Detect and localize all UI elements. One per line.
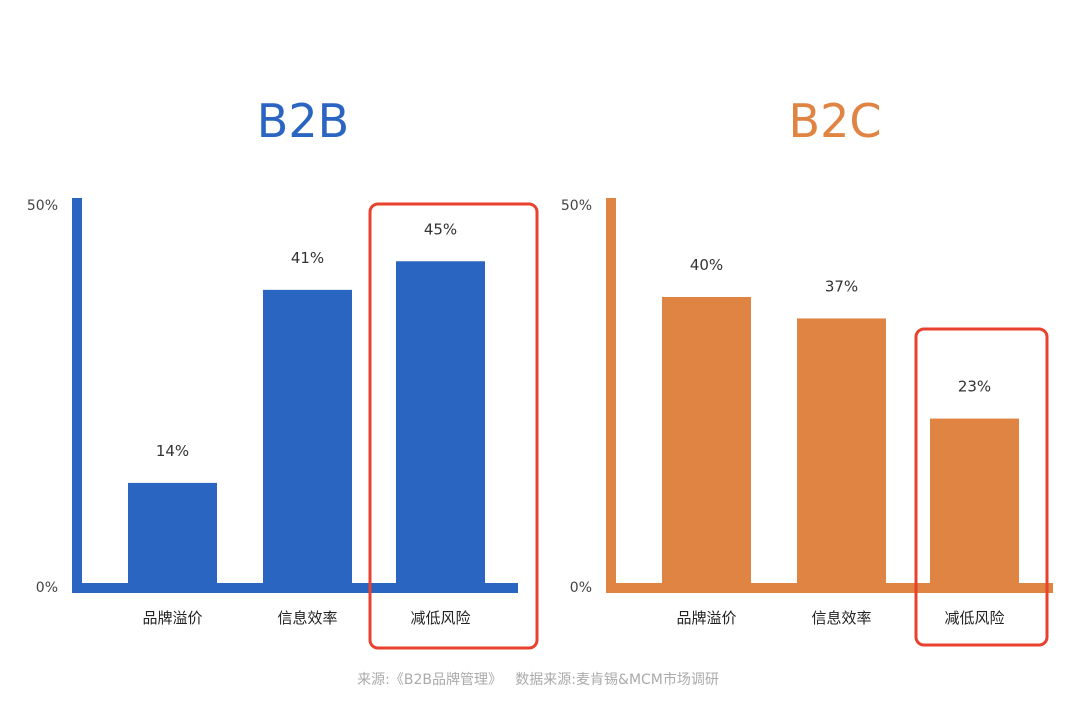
b2c-category-label-2: 减低风险 (944, 609, 1004, 627)
b2b-highlight-box (368, 202, 539, 650)
b2c-ytick-max: 50% (561, 198, 592, 214)
b2b-category-label-1: 信息效率 (277, 609, 337, 627)
b2c-data-label-0: 40% (690, 256, 723, 274)
b2c-bar-0 (662, 297, 751, 583)
b2b-data-label-0: 14% (156, 442, 189, 460)
source-note: 来源:《B2B品牌管理》 数据来源:麦肯锡&MCM市场调研 (357, 671, 719, 688)
b2b-data-label-1: 41% (291, 249, 324, 267)
b2c-category-label-1: 信息效率 (811, 609, 871, 627)
b2c-data-label-2: 23% (958, 378, 991, 396)
b2b-title: B2B (257, 94, 349, 148)
b2c-bar-1 (797, 318, 886, 583)
b2c-ytick-min: 0% (570, 580, 592, 596)
b2b-bar-2 (396, 261, 485, 583)
b2c-data-label-1: 37% (825, 277, 858, 295)
b2b-category-label-2: 减低风险 (410, 609, 470, 627)
b2c-category-label-0: 品牌溢价 (676, 609, 736, 627)
b2b-ytick-min: 0% (36, 580, 58, 596)
b2b-y-axis (72, 198, 82, 593)
b2b-bar-1 (263, 289, 352, 583)
b2b-ytick-max: 50% (27, 198, 58, 214)
b2b-x-axis (72, 583, 518, 593)
b2b-category-label-0: 品牌溢价 (142, 609, 202, 627)
b2c-title: B2C (789, 94, 882, 148)
b2c-highlight-box (914, 327, 1049, 647)
b2b-data-label-2: 45% (424, 220, 457, 238)
b2b-bar-0 (128, 482, 217, 583)
b2c-x-axis (606, 583, 1053, 593)
b2c-y-axis (606, 198, 616, 593)
b2c-bar-2 (930, 418, 1019, 583)
